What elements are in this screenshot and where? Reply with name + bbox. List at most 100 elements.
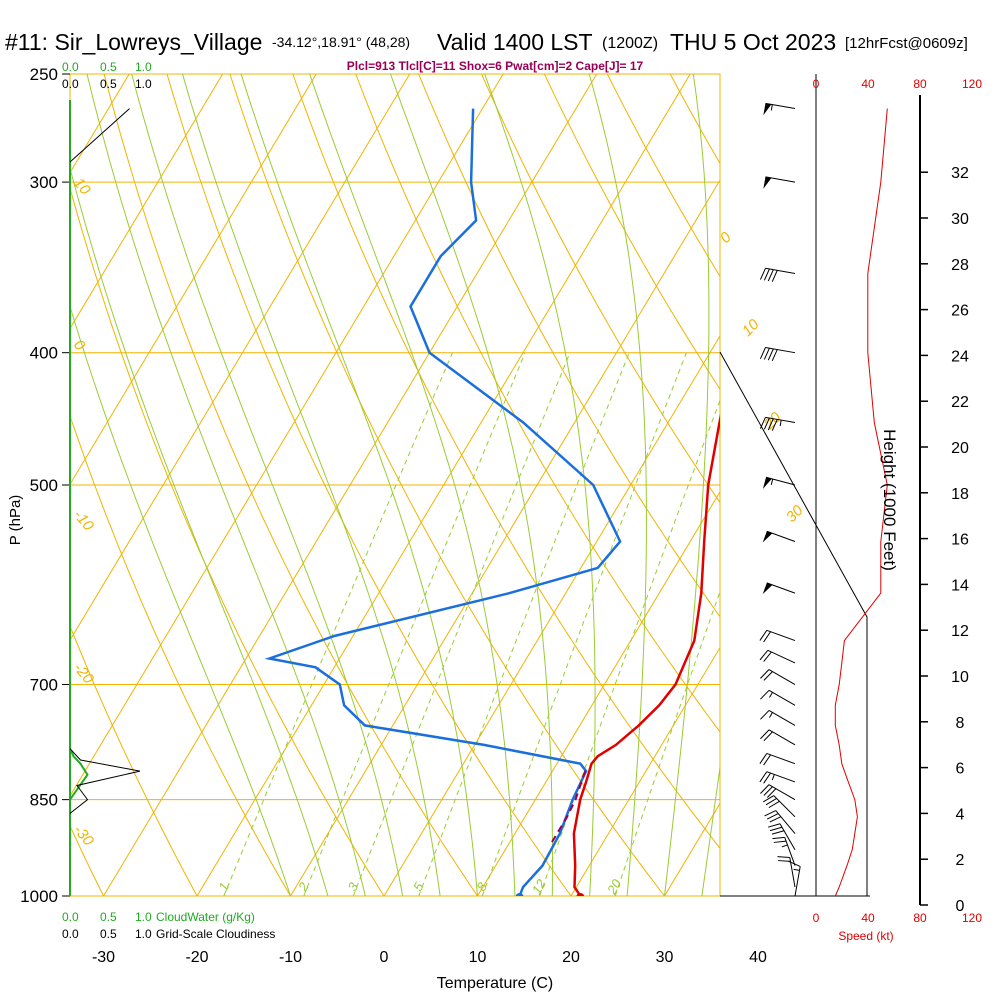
wind-speed-curve bbox=[834, 108, 888, 897]
moist-adiabat bbox=[86, 74, 366, 896]
mixing-ratio-label: 5 bbox=[410, 879, 427, 893]
cloudiness-tick-top: 0.5 bbox=[100, 77, 117, 91]
barb-staff bbox=[766, 752, 796, 765]
barb-flag bbox=[762, 795, 775, 803]
profiles bbox=[264, 108, 720, 896]
mixing-ratio-line bbox=[352, 352, 571, 896]
barb-pennant bbox=[762, 531, 773, 543]
dry-adiabat-label: 10 bbox=[70, 175, 94, 199]
dry-adiabat bbox=[229, 74, 665, 896]
temperature-profile bbox=[572, 413, 720, 896]
height-tick-label: 20 bbox=[951, 440, 969, 457]
barb-staff bbox=[765, 267, 796, 275]
utc-time: (1200Z) bbox=[602, 35, 658, 52]
barb-flag bbox=[763, 417, 770, 430]
height-tick-label: 0 bbox=[956, 898, 965, 915]
barb-half bbox=[793, 868, 800, 871]
pressure-tick-label: 850 bbox=[30, 791, 58, 810]
moist-adiabat bbox=[182, 74, 441, 896]
wind-barb bbox=[762, 795, 796, 818]
barb-flag bbox=[763, 631, 771, 643]
height-tick-label: 30 bbox=[951, 211, 969, 228]
speed-axis-title: Speed (kt) bbox=[838, 929, 893, 943]
height-tick-label: 28 bbox=[951, 257, 969, 274]
dry-adiabat bbox=[103, 74, 478, 896]
dry-adiabat bbox=[166, 74, 572, 896]
cloud-water-profile bbox=[69, 748, 89, 801]
barb-flag bbox=[771, 349, 778, 362]
cloudiness-tick-bottom: 0.0 bbox=[62, 927, 79, 941]
barb-half bbox=[770, 478, 774, 485]
temp-tick-label: 10 bbox=[469, 949, 487, 966]
barb-staff bbox=[775, 810, 796, 834]
barb-staff bbox=[768, 669, 796, 685]
wind-barb bbox=[759, 771, 796, 784]
wind-barb bbox=[759, 346, 796, 362]
speed-tick-top: 120 bbox=[962, 77, 982, 91]
wind-barb bbox=[762, 530, 796, 543]
wind-barb bbox=[763, 102, 796, 116]
isotherm-line bbox=[103, 74, 598, 896]
barb-staff bbox=[765, 176, 796, 183]
barb-flag bbox=[759, 771, 768, 783]
barb-flag bbox=[767, 823, 781, 828]
mixing-ratio-label: 8 bbox=[473, 879, 490, 893]
height-tick-label: 10 bbox=[951, 669, 969, 686]
mixing-ratio-line bbox=[481, 352, 687, 896]
sounding-indices: Plcl=913 Tlcl[C]=11 Shox=6 Pwat[cm]=2 Ca… bbox=[347, 59, 644, 73]
speed-tick-top: 40 bbox=[861, 77, 875, 91]
station-location: -34.12°,18.91° (48,28) bbox=[272, 34, 410, 50]
barb-flag bbox=[766, 788, 777, 798]
barb-flag bbox=[778, 860, 791, 862]
barb-pennant bbox=[762, 477, 772, 489]
dry-adiabat bbox=[543, 74, 720, 391]
barb-staff bbox=[768, 729, 796, 746]
moist-adiabat bbox=[390, 74, 553, 896]
barb-flag bbox=[773, 840, 787, 843]
speed-tick-bottom: 120 bbox=[962, 911, 982, 925]
wind-barb bbox=[788, 860, 801, 897]
dry-adiabat-label: -20 bbox=[70, 660, 97, 688]
barb-flag bbox=[759, 417, 766, 429]
moist-adiabat bbox=[664, 74, 710, 896]
temp-tick-label: -30 bbox=[92, 949, 115, 966]
barb-flag bbox=[769, 816, 782, 823]
cloudiness-title: Grid-Scale Cloudiness bbox=[156, 927, 275, 941]
isotherm-label: 30 bbox=[783, 502, 807, 526]
height-tick-label: 22 bbox=[951, 394, 969, 411]
mixing-ratio-line bbox=[418, 352, 630, 896]
wind-barb bbox=[762, 582, 796, 595]
wind-barb bbox=[760, 669, 796, 685]
mixing-ratio-line bbox=[223, 352, 453, 896]
valid-time: Valid 1400 LST bbox=[437, 29, 593, 55]
barb-flag bbox=[763, 754, 771, 766]
height-tick-label: 24 bbox=[951, 348, 969, 365]
barb-staff bbox=[765, 346, 796, 354]
barb-flag bbox=[768, 800, 780, 809]
dry-adiabat bbox=[418, 74, 720, 618]
barb-half bbox=[779, 420, 782, 427]
mixing-ratio-line bbox=[614, 590, 720, 896]
isotherm-label: 10 bbox=[739, 316, 763, 340]
barb-flag bbox=[763, 347, 770, 360]
mixing-ratio-label: 1 bbox=[215, 880, 232, 894]
barb-half bbox=[769, 692, 773, 698]
wind-barb bbox=[762, 476, 796, 489]
barb-flag bbox=[771, 270, 778, 282]
barb-staff bbox=[766, 771, 796, 783]
pressure-tick-label: 250 bbox=[30, 65, 58, 84]
barb-half bbox=[769, 712, 773, 718]
barb-flag bbox=[766, 813, 779, 820]
barb-pennant bbox=[762, 582, 773, 595]
wind-barb bbox=[767, 823, 796, 851]
surface-temperature-dot bbox=[576, 893, 585, 896]
dry-adiabat-label: -10 bbox=[70, 507, 97, 535]
height-tick-label: 6 bbox=[956, 761, 965, 778]
surface-dewpoint-dot bbox=[515, 893, 524, 896]
cloud-panel: 0.0 0.0 0.0 0.0 0.5 0.5 0.5 0.5 1.0 1.0 1.0 1.0 bbox=[62, 60, 152, 941]
moist-adiabat bbox=[484, 74, 596, 896]
pressure-tick-label: 1000 bbox=[20, 887, 58, 906]
isotherm-line bbox=[852, 74, 1000, 896]
barb-half bbox=[781, 844, 788, 848]
